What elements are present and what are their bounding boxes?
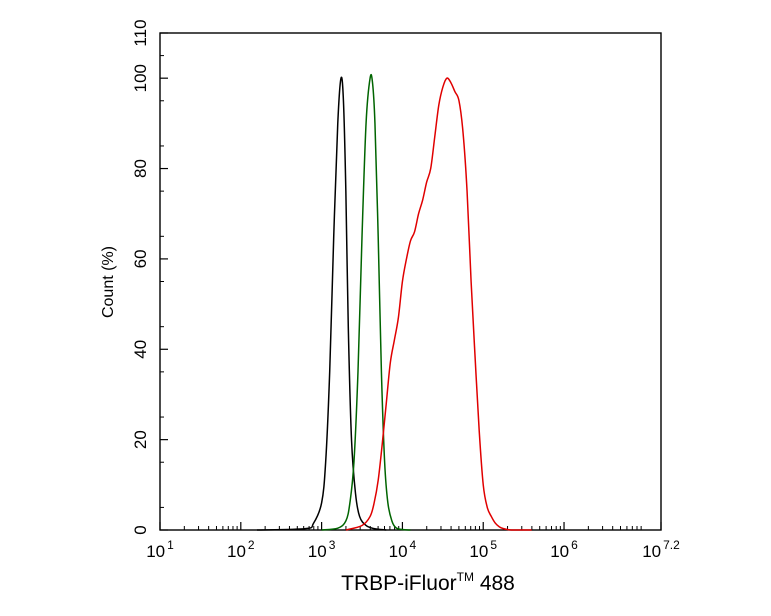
x-axis-title-superscript: TM [457, 570, 474, 584]
y-axis-title: Count (%) [100, 246, 117, 318]
y-tick-label: 0 [131, 525, 150, 534]
x-tick-base: 10 [389, 542, 408, 561]
x-tick-exponent: 4 [410, 538, 417, 552]
y-tick-label: 40 [131, 340, 150, 359]
x-tick-label: 10 4 [389, 538, 417, 561]
plot-frame [159, 32, 662, 531]
x-axis-title-suffix: 488 [474, 572, 515, 595]
x-tick-base: 10 [227, 542, 246, 561]
x-tick-exponent: 2 [248, 538, 255, 552]
x-tick-base: 10 [308, 542, 327, 561]
y-tick-label: 110 [131, 19, 150, 46]
x-tick-exponent: 7.2 [663, 538, 680, 552]
y-axis: 0 20 40 60 80 100 110 [131, 19, 168, 535]
x-tick-base: 10 [469, 542, 488, 561]
x-tick-base: 10 [550, 542, 569, 561]
x-tick-exponent: 3 [329, 538, 336, 552]
series-layer [256, 73, 532, 531]
x-axis: 10 1 10 2 10 3 10 4 10 5 10 6 10 7.2 [146, 522, 680, 561]
x-tick-label: 10 2 [227, 538, 255, 561]
x-tick-exponent: 5 [490, 538, 497, 552]
y-tick-label: 20 [131, 430, 150, 449]
x-tick-label: 10 6 [550, 538, 578, 561]
x-axis-title-main: TRBP-iFluor [341, 572, 457, 595]
y-tick-label: 100 [131, 64, 150, 92]
x-tick-label: 10 1 [146, 538, 174, 561]
x-axis-title: TRBP-iFluorTM 488 [341, 570, 515, 595]
x-tick-exponent: 6 [571, 538, 578, 552]
x-tick-label: 10 3 [308, 538, 336, 561]
x-tick-base: 10 [642, 542, 661, 561]
series-line [321, 73, 411, 531]
y-tick-label: 80 [131, 159, 150, 178]
x-tick-base: 10 [146, 542, 165, 561]
series-line [345, 77, 532, 531]
y-tick-label: 60 [131, 249, 150, 268]
series-line [256, 76, 387, 531]
x-tick-label: 10 5 [469, 538, 497, 561]
x-tick-label: 10 7.2 [642, 538, 680, 561]
x-tick-exponent: 1 [167, 538, 174, 552]
